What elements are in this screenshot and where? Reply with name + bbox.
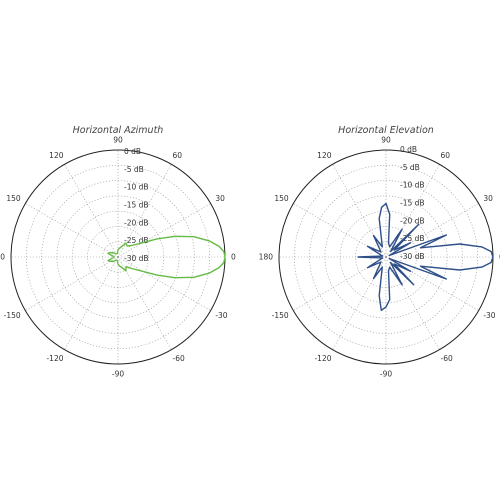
radial-tick-label: -20 dB	[124, 218, 149, 227]
angle-tick-label: 150	[6, 194, 21, 203]
angle-tick-label: 120	[317, 151, 332, 160]
angle-tick-label: -150	[4, 311, 21, 320]
grid-spoke	[332, 164, 387, 258]
radial-tick-label: -15 dB	[124, 201, 149, 210]
radial-tick-label: -10 dB	[124, 183, 149, 192]
angle-tick-label: 120	[49, 151, 64, 160]
angle-tick-label: 30	[215, 194, 225, 203]
angle-tick-label: -60	[441, 354, 453, 363]
grid-ring	[41, 180, 195, 334]
grid-ring	[309, 180, 463, 334]
angle-tick-label: 60	[441, 151, 451, 160]
chart-title: Horizontal Azimuth	[73, 125, 164, 136]
radial-tick-label: -25 dB	[400, 234, 425, 243]
angle-tick-label: 60	[173, 151, 183, 160]
angle-tick-label: 180	[259, 253, 274, 262]
series-line	[107, 235, 226, 279]
grid-spoke	[25, 256, 119, 311]
angle-tick-label: -150	[272, 311, 289, 320]
angle-tick-label: -60	[173, 354, 185, 363]
polar-chart-horizontal-elevation: Horizontal Elevation9060300-30-60-90-120…	[259, 125, 500, 379]
radial-tick-label: -30 dB	[400, 252, 425, 261]
radial-tick-label: 0 dB	[124, 147, 141, 156]
grid-spoke	[25, 203, 119, 258]
radial-tick-label: -30 dB	[124, 254, 149, 263]
angle-tick-label: 150	[274, 194, 289, 203]
radial-tick-label: -5 dB	[400, 163, 420, 172]
angle-tick-label: -120	[314, 354, 331, 363]
radial-tick-label: -20 dB	[400, 216, 425, 225]
grid-spoke	[117, 256, 211, 311]
grid-spoke	[64, 164, 119, 258]
radial-tick-label: -15 dB	[400, 199, 425, 208]
radial-tick-label: 0 dB	[400, 145, 417, 154]
angle-tick-label: 90	[113, 136, 123, 145]
angle-tick-label: -120	[46, 354, 63, 363]
angle-tick-label: 0	[231, 253, 236, 262]
angle-tick-label: -30	[215, 311, 227, 320]
angle-tick-label: -90	[112, 370, 124, 379]
radial-tick-label: -10 dB	[400, 181, 425, 190]
grid-spoke	[64, 256, 119, 350]
grid-spoke	[117, 203, 211, 258]
grid-spoke	[332, 256, 387, 350]
radial-tick-label: -5 dB	[124, 165, 144, 174]
angle-tick-label: 30	[483, 194, 493, 203]
radial-tick-label: -25 dB	[124, 236, 149, 245]
chart-title: Horizontal Elevation	[338, 125, 434, 136]
grid-ring	[293, 164, 479, 350]
angle-tick-label: -30	[483, 311, 495, 320]
angle-tick-label: 180	[0, 253, 5, 262]
series-line	[357, 202, 494, 311]
angle-tick-label: 90	[381, 136, 391, 145]
grid-ring	[25, 164, 211, 350]
angle-tick-label: -90	[380, 370, 392, 379]
